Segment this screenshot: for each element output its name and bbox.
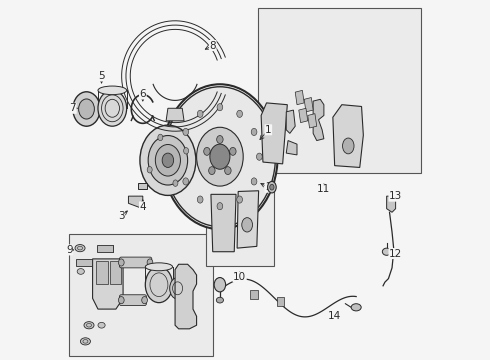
Ellipse shape	[184, 148, 189, 154]
Polygon shape	[295, 90, 304, 105]
Polygon shape	[93, 259, 123, 309]
Bar	[110, 261, 122, 284]
Ellipse shape	[147, 259, 153, 266]
Ellipse shape	[210, 144, 230, 169]
Bar	[76, 259, 92, 266]
Ellipse shape	[84, 321, 94, 329]
Polygon shape	[308, 114, 317, 128]
Ellipse shape	[217, 135, 223, 143]
Ellipse shape	[225, 167, 231, 175]
Text: 4: 4	[140, 202, 146, 212]
Ellipse shape	[217, 104, 223, 111]
Ellipse shape	[197, 196, 203, 203]
Ellipse shape	[382, 248, 391, 255]
Polygon shape	[211, 194, 236, 252]
Bar	[258, 8, 421, 173]
Text: 2: 2	[265, 182, 271, 192]
Ellipse shape	[217, 203, 223, 210]
Ellipse shape	[183, 129, 189, 135]
Ellipse shape	[268, 181, 276, 193]
Ellipse shape	[98, 322, 105, 328]
Text: 11: 11	[317, 184, 331, 194]
Polygon shape	[237, 191, 259, 248]
Ellipse shape	[147, 167, 152, 173]
FancyBboxPatch shape	[120, 257, 152, 268]
Ellipse shape	[251, 178, 257, 185]
Polygon shape	[166, 108, 184, 121]
Polygon shape	[286, 140, 297, 155]
Text: 3: 3	[118, 211, 124, 221]
Ellipse shape	[237, 196, 243, 203]
Ellipse shape	[270, 184, 274, 190]
Polygon shape	[250, 291, 258, 299]
Ellipse shape	[351, 304, 361, 311]
Ellipse shape	[216, 297, 223, 303]
Ellipse shape	[146, 263, 172, 271]
Ellipse shape	[142, 297, 147, 304]
Polygon shape	[261, 103, 287, 164]
Polygon shape	[313, 99, 324, 140]
Ellipse shape	[98, 86, 126, 95]
Bar	[205, 173, 274, 266]
Polygon shape	[333, 105, 364, 167]
Polygon shape	[286, 110, 295, 134]
Ellipse shape	[196, 127, 243, 186]
Text: 10: 10	[233, 272, 246, 282]
Ellipse shape	[164, 87, 275, 226]
Text: 1: 1	[265, 125, 271, 135]
Ellipse shape	[343, 138, 354, 154]
Ellipse shape	[256, 153, 262, 160]
Polygon shape	[175, 264, 196, 329]
Ellipse shape	[77, 269, 84, 274]
FancyBboxPatch shape	[120, 295, 147, 306]
Bar	[96, 261, 108, 284]
Bar	[97, 244, 113, 252]
Polygon shape	[128, 196, 143, 209]
Ellipse shape	[162, 153, 173, 167]
Ellipse shape	[230, 148, 236, 155]
Ellipse shape	[204, 148, 210, 155]
Ellipse shape	[148, 135, 188, 185]
Ellipse shape	[119, 297, 124, 304]
Ellipse shape	[251, 129, 257, 135]
Ellipse shape	[98, 90, 126, 126]
Ellipse shape	[170, 278, 186, 299]
Ellipse shape	[183, 178, 189, 185]
Text: 9: 9	[66, 245, 73, 255]
Ellipse shape	[173, 180, 178, 186]
Ellipse shape	[75, 244, 85, 252]
Ellipse shape	[80, 338, 91, 345]
Ellipse shape	[158, 134, 163, 141]
Polygon shape	[304, 98, 313, 112]
Ellipse shape	[140, 125, 196, 195]
Text: 7: 7	[70, 103, 76, 113]
Ellipse shape	[119, 259, 124, 266]
Bar	[69, 234, 213, 356]
Text: 12: 12	[389, 248, 402, 258]
Text: 13: 13	[389, 191, 402, 201]
Ellipse shape	[177, 153, 183, 160]
Ellipse shape	[78, 99, 95, 119]
Ellipse shape	[242, 218, 252, 232]
Text: 6: 6	[140, 89, 146, 99]
Polygon shape	[387, 196, 395, 212]
Polygon shape	[276, 297, 284, 306]
Ellipse shape	[209, 167, 215, 175]
Ellipse shape	[146, 267, 172, 303]
Text: 8: 8	[209, 41, 216, 50]
Text: 14: 14	[328, 311, 341, 321]
Ellipse shape	[214, 278, 225, 292]
Ellipse shape	[155, 144, 180, 176]
Polygon shape	[299, 108, 308, 123]
Ellipse shape	[73, 92, 100, 126]
Ellipse shape	[162, 84, 278, 229]
Ellipse shape	[237, 110, 243, 117]
Text: 5: 5	[98, 71, 105, 81]
Ellipse shape	[197, 110, 203, 117]
Polygon shape	[139, 183, 147, 189]
